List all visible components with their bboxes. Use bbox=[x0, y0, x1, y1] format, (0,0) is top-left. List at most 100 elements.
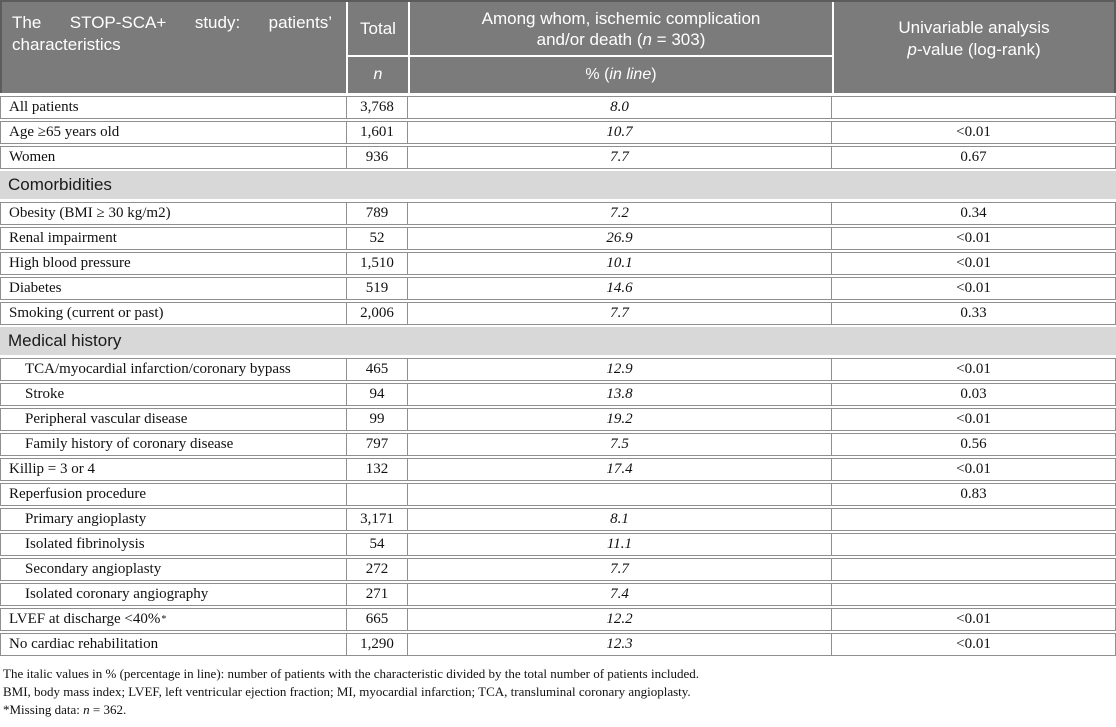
row-p-value: <0.01 bbox=[831, 459, 1115, 480]
row-p-value: 0.83 bbox=[831, 484, 1115, 505]
footnote-missing-data: *Missing data: n = 362. bbox=[3, 702, 127, 717]
row-n-value: 132 bbox=[346, 459, 407, 480]
row-percent-value: 7.5 bbox=[407, 434, 831, 455]
row-n-value: 94 bbox=[346, 384, 407, 405]
table-row: High blood pressure 1,510 10.1 <0.01 bbox=[0, 252, 1116, 275]
row-label: Killip = 3 or 4 bbox=[9, 461, 95, 477]
header-univariable-analysis: Univariable analysis p-value (log-rank) bbox=[834, 2, 1114, 93]
row-p-value: <0.01 bbox=[831, 609, 1115, 630]
row-percent-value bbox=[407, 484, 831, 505]
table-row: Stroke 94 13.8 0.03 bbox=[0, 383, 1116, 406]
row-label: Isolated coronary angiography bbox=[25, 586, 209, 602]
row-label: Renal impairment bbox=[9, 230, 117, 246]
row-label: Women bbox=[9, 149, 56, 165]
header-among-whom: Among whom, ischemic complication and/or… bbox=[410, 2, 832, 55]
row-percent-value: 11.1 bbox=[407, 534, 831, 555]
row-percent-value: 8.0 bbox=[407, 97, 831, 118]
row-p-value: <0.01 bbox=[831, 122, 1115, 143]
row-label: Obesity (BMI ≥ 30 kg/m2) bbox=[9, 205, 171, 221]
row-percent-value: 17.4 bbox=[407, 459, 831, 480]
table-row: Renal impairment 52 26.9 <0.01 bbox=[0, 227, 1116, 250]
table-header: The STOP-SCA+ study: patients’ character… bbox=[0, 0, 1116, 93]
row-p-value bbox=[831, 559, 1115, 580]
row-label: Isolated fibrinolysis bbox=[25, 536, 145, 552]
row-percent-value: 7.7 bbox=[407, 147, 831, 168]
row-n-value: 1,510 bbox=[346, 253, 407, 274]
table-row: Obesity (BMI ≥ 30 kg/m2) 789 7.2 0.34 bbox=[0, 202, 1116, 225]
row-percent-value: 13.8 bbox=[407, 384, 831, 405]
row-p-value: 0.56 bbox=[831, 434, 1115, 455]
row-n-value: 789 bbox=[346, 203, 407, 224]
table-row: Killip = 3 or 4 132 17.4 <0.01 bbox=[0, 458, 1116, 481]
footnote-abbreviations: BMI, body mass index; LVEF, left ventric… bbox=[3, 684, 691, 699]
footnote-italic-values: The italic values in % (percentage in li… bbox=[3, 666, 699, 681]
row-n-value: 2,006 bbox=[346, 303, 407, 324]
header-univariable-line1: Univariable analysis bbox=[898, 18, 1050, 37]
section-header-row: Medical history bbox=[0, 327, 1116, 355]
table-row: Age ≥65 years old 1,601 10.7 <0.01 bbox=[0, 121, 1116, 144]
table-row: Primary angioplasty 3,171 8.1 bbox=[0, 508, 1116, 531]
row-label: High blood pressure bbox=[9, 255, 131, 271]
row-p-value: <0.01 bbox=[831, 409, 1115, 430]
row-percent-value: 10.7 bbox=[407, 122, 831, 143]
row-p-value: 0.34 bbox=[831, 203, 1115, 224]
row-percent-value: 14.6 bbox=[407, 278, 831, 299]
footnotes: The italic values in % (percentage in li… bbox=[3, 665, 1116, 719]
table-row: Women 936 7.7 0.67 bbox=[0, 146, 1116, 169]
row-p-value bbox=[831, 97, 1115, 118]
row-n-value: 272 bbox=[346, 559, 407, 580]
row-label: Reperfusion procedure bbox=[9, 486, 147, 502]
section-header-row: Comorbidities bbox=[0, 171, 1116, 199]
table-body: All patients 3,768 8.0 Age ≥65 years old 1,6… bbox=[0, 96, 1116, 656]
header-characteristics: The STOP-SCA+ study: patients’ character… bbox=[2, 2, 346, 93]
row-label: Family history of coronary disease bbox=[25, 436, 234, 452]
table-row: Peripheral vascular disease 99 19.2 <0.01 bbox=[0, 408, 1116, 431]
row-label: LVEF at discharge <40% * bbox=[9, 611, 167, 627]
row-n-value: 271 bbox=[346, 584, 407, 605]
row-percent-value: 26.9 bbox=[407, 228, 831, 249]
row-n-value: 665 bbox=[346, 609, 407, 630]
row-percent-value: 12.2 bbox=[407, 609, 831, 630]
row-label: Diabetes bbox=[9, 280, 62, 296]
row-label: Peripheral vascular disease bbox=[25, 411, 188, 427]
row-percent-value: 19.2 bbox=[407, 409, 831, 430]
row-n-value: 1,290 bbox=[346, 634, 407, 655]
row-label: No cardiac rehabilitation bbox=[9, 636, 159, 652]
row-n-value: 797 bbox=[346, 434, 407, 455]
row-n-value: 99 bbox=[346, 409, 407, 430]
table-row: Reperfusion procedure 0.83 bbox=[0, 483, 1116, 506]
section-title: Medical history bbox=[8, 331, 122, 350]
row-p-value: <0.01 bbox=[831, 228, 1115, 249]
row-percent-value: 7.7 bbox=[407, 303, 831, 324]
row-n-value bbox=[346, 484, 407, 505]
header-among-whom-line1: Among whom, ischemic complication bbox=[481, 8, 761, 28]
row-percent-value: 7.7 bbox=[407, 559, 831, 580]
row-label: Age ≥65 years old bbox=[9, 124, 120, 140]
row-p-value: 0.33 bbox=[831, 303, 1115, 324]
row-n-value: 52 bbox=[346, 228, 407, 249]
table-row: Family history of coronary disease 797 7.5… bbox=[0, 433, 1116, 456]
row-percent-value: 8.1 bbox=[407, 509, 831, 530]
table-row: TCA/myocardial infarction/coronary bypas… bbox=[0, 358, 1116, 381]
row-percent-value: 12.3 bbox=[407, 634, 831, 655]
row-p-value bbox=[831, 509, 1115, 530]
row-p-value: 0.67 bbox=[831, 147, 1115, 168]
header-among-whom-line2: and/or death (n = 303) bbox=[536, 29, 706, 49]
table-row: Isolated coronary angiography 271 7.4 bbox=[0, 583, 1116, 606]
table-row: No cardiac rehabilitation 1,290 12.3 <0.01 bbox=[0, 633, 1116, 656]
row-label: Secondary angioplasty bbox=[25, 561, 162, 577]
header-n: n bbox=[348, 57, 408, 93]
table-row: All patients 3,768 8.0 bbox=[0, 96, 1116, 119]
row-n-value: 3,171 bbox=[346, 509, 407, 530]
row-n-value: 1,601 bbox=[346, 122, 407, 143]
row-label: Primary angioplasty bbox=[25, 511, 147, 527]
header-univariable-line2: p-value (log-rank) bbox=[907, 40, 1041, 59]
header-pct-in-line: % (in line) bbox=[410, 57, 832, 93]
row-label: TCA/myocardial infarction/coronary bypas… bbox=[25, 361, 291, 377]
row-label: Smoking (current or past) bbox=[9, 305, 164, 321]
row-p-value: <0.01 bbox=[831, 253, 1115, 274]
table-row: Isolated fibrinolysis 54 11.1 bbox=[0, 533, 1116, 556]
row-n-value: 519 bbox=[346, 278, 407, 299]
row-percent-value: 7.4 bbox=[407, 584, 831, 605]
table-row: Secondary angioplasty 272 7.7 bbox=[0, 558, 1116, 581]
